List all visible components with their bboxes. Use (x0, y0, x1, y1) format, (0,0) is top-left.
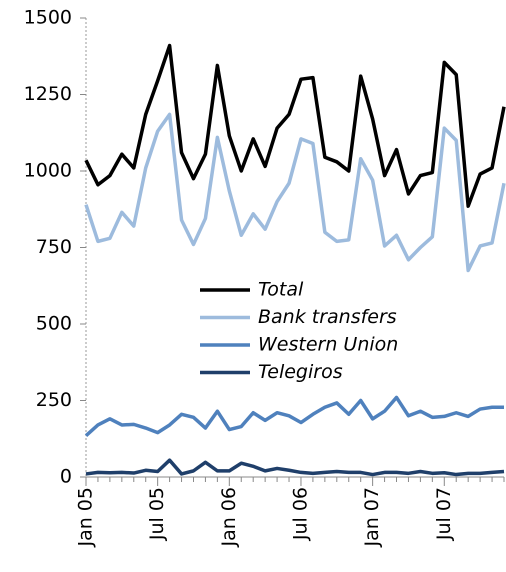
legend-label: Western Union (258, 334, 398, 356)
legend-label: Bank transfers (258, 306, 397, 328)
y-tick-label: 1000 (24, 160, 72, 182)
x-tick-label: Jul 06 (289, 487, 311, 541)
y-tick-label: 750 (36, 236, 72, 258)
series-line (84, 395, 504, 437)
series-line (84, 112, 506, 273)
y-tick-label: 1250 (24, 83, 72, 105)
x-tick-label: Jul 07 (433, 487, 455, 541)
y-tick-label: 1500 (24, 7, 72, 29)
y-tick-label: 250 (36, 389, 72, 411)
y-tick-label: 0 (60, 466, 72, 488)
series-line (84, 43, 506, 208)
x-tick-label: Jan 07 (361, 487, 383, 548)
x-tick-label: Jul 05 (146, 487, 168, 541)
x-tick-label: Jan 06 (218, 487, 240, 548)
legend-label: Total (258, 279, 304, 301)
x-tick-label: Jan 05 (75, 487, 97, 548)
series-line (85, 458, 505, 477)
legend-label: Telegiros (258, 361, 343, 383)
y-tick-label: 500 (36, 313, 72, 335)
